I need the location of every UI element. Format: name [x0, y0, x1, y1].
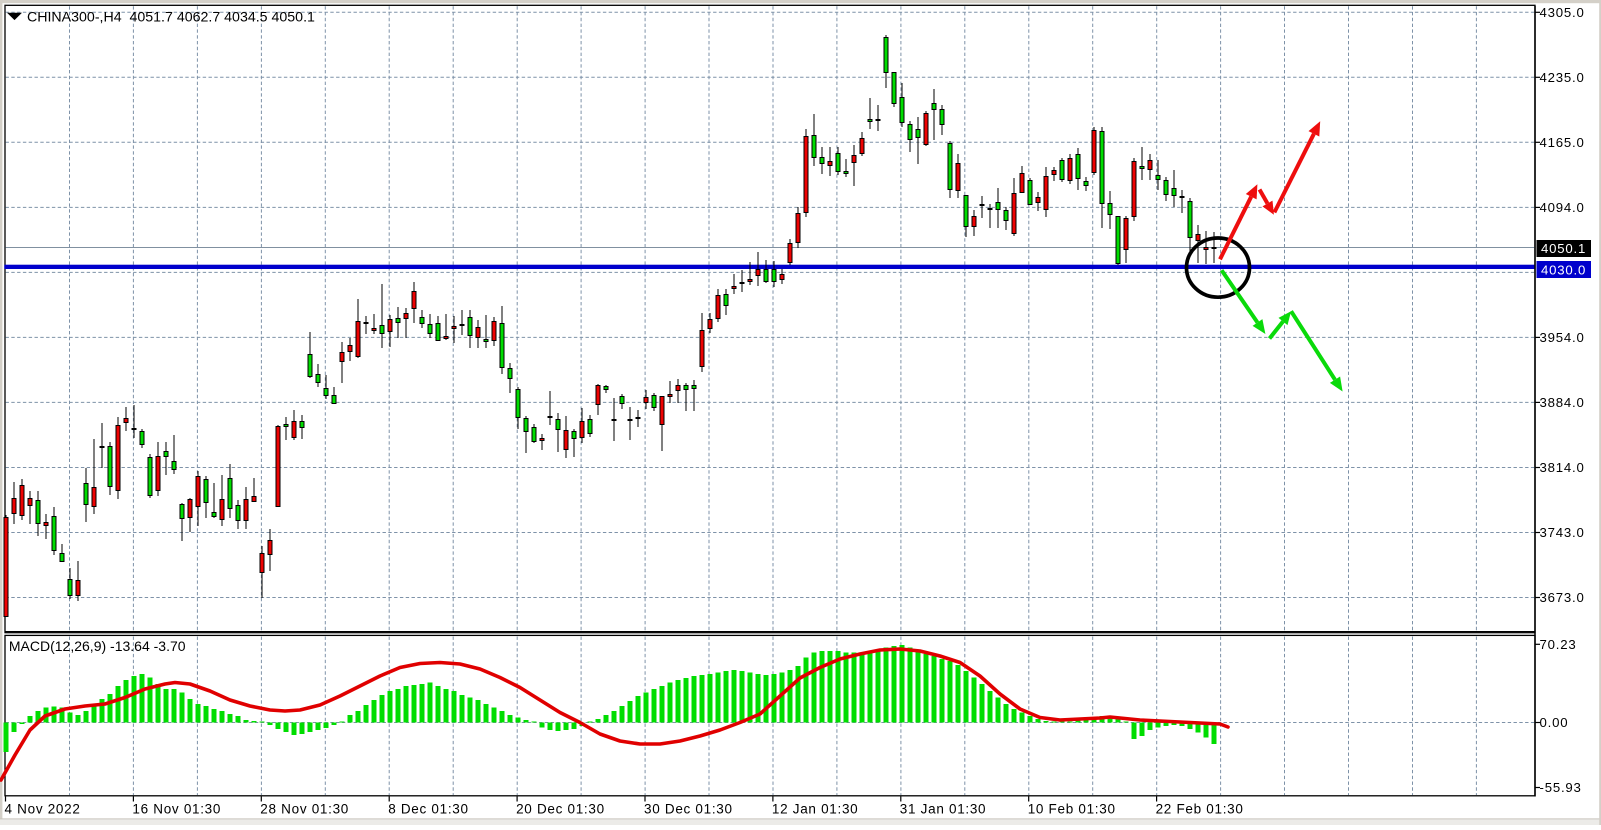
svg-text:3743.0: 3743.0	[1540, 525, 1585, 540]
svg-text:4165.0: 4165.0	[1540, 135, 1585, 150]
svg-text:3884.0: 3884.0	[1540, 395, 1585, 410]
svg-text:4050.1: 4050.1	[1541, 241, 1586, 256]
svg-text:4305.0: 4305.0	[1540, 5, 1585, 20]
svg-text:20 Dec 01:30: 20 Dec 01:30	[516, 802, 605, 817]
svg-text:30 Dec 01:30: 30 Dec 01:30	[644, 802, 733, 817]
svg-text:70.23: 70.23	[1540, 637, 1577, 652]
svg-text:4 Nov 2022: 4 Nov 2022	[5, 802, 81, 817]
svg-text:3673.0: 3673.0	[1540, 590, 1585, 605]
svg-text:MACD(12,26,9) -13.64 -3.70: MACD(12,26,9) -13.64 -3.70	[9, 638, 186, 654]
svg-text:3814.0: 3814.0	[1540, 460, 1585, 475]
svg-text:22 Feb 01:30: 22 Feb 01:30	[1156, 802, 1244, 817]
svg-text:12 Jan 01:30: 12 Jan 01:30	[772, 802, 858, 817]
svg-text:-55.93: -55.93	[1540, 780, 1582, 795]
svg-text:3954.0: 3954.0	[1540, 330, 1585, 345]
svg-text:4030.0: 4030.0	[1541, 262, 1586, 277]
svg-text:28 Nov 01:30: 28 Nov 01:30	[260, 802, 349, 817]
svg-text:8 Dec 01:30: 8 Dec 01:30	[388, 802, 469, 817]
svg-text:4094.0: 4094.0	[1540, 200, 1585, 215]
svg-text:10 Feb 01:30: 10 Feb 01:30	[1028, 802, 1116, 817]
svg-text:4235.0: 4235.0	[1540, 70, 1585, 85]
svg-text:31 Jan 01:30: 31 Jan 01:30	[900, 802, 986, 817]
svg-text:CHINA300-,H4 4051.7 4062.7 40: CHINA300-,H4 4051.7 4062.7 4034.5 4050.1	[27, 9, 315, 25]
svg-text:0.00: 0.00	[1540, 715, 1569, 730]
svg-text:16 Nov 01:30: 16 Nov 01:30	[132, 802, 221, 817]
